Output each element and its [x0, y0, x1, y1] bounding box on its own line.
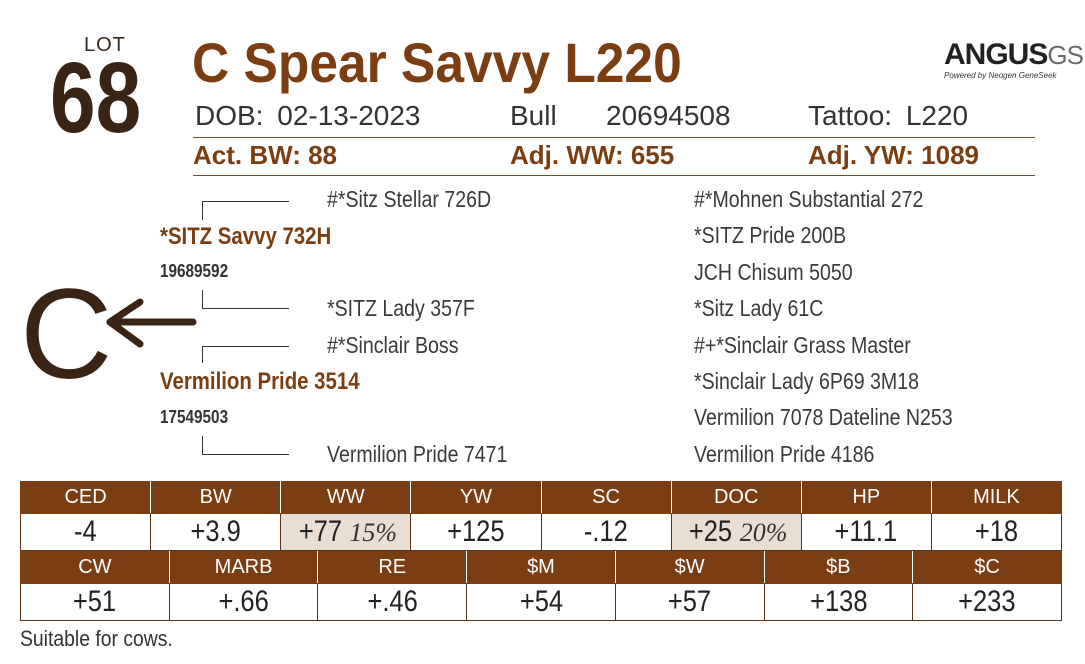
epd-header-milk: MILK: [930, 481, 1063, 514]
adj-ww-label: Adj. WW:: [510, 140, 624, 170]
sire-sire: #*Sitz Stellar 726D: [327, 186, 492, 212]
registration-number: 20694508: [606, 100, 731, 131]
epd-header-b: $B: [763, 551, 914, 584]
lot-number: 68: [50, 42, 142, 154]
sire-sire-dam: *SITZ Pride 200B: [694, 222, 847, 248]
epd-header-c: $C: [912, 551, 1062, 584]
doc-percentile: 20%: [739, 518, 788, 547]
handwritten-c-arrow: C: [20, 270, 197, 390]
epd-value-yw: +125: [410, 513, 542, 551]
sire-dam: *SITZ Lady 357F: [327, 295, 475, 321]
dam-dam-sire: Vermilion 7078 Dateline N253: [694, 404, 953, 430]
pedigree-line-sire-bottom: [202, 290, 289, 309]
epd-header-marb: MARB: [168, 551, 319, 584]
pedigree-line-sire-top: [202, 201, 289, 220]
divider-top: [193, 137, 1035, 138]
epd-value-milk: +18: [930, 513, 1063, 551]
act-bw-value: 88: [308, 140, 338, 170]
dob-value: 02-13-2023: [277, 100, 421, 131]
adj-yw-value: 1089: [921, 140, 980, 170]
tattoo-label: Tattoo:: [808, 100, 893, 131]
dam-sire-sire: #+*Sinclair Grass Master: [694, 332, 911, 358]
epd-value-cw: +51: [20, 583, 170, 621]
dob-group: DOB: 02-13-2023: [195, 100, 420, 132]
sire-registration: 19689592: [160, 261, 229, 281]
epd-header-bw: BW: [150, 481, 282, 514]
handwritten-marker: C: [20, 270, 112, 390]
angus-gs-logo: ANGUSGS Powered by Neogen GeneSeek: [944, 38, 1084, 81]
dam-sire: #*Sinclair Boss: [327, 332, 459, 358]
epd-header-hp: HP: [800, 481, 932, 514]
epd-header-w: $W: [614, 551, 765, 584]
dam-sire-dam: *Sinclair Lady 6P69 3M18: [694, 368, 919, 394]
sire-name: *SITZ Savvy 732H: [160, 223, 332, 250]
epd-value-c: +233: [912, 583, 1062, 621]
dam-dam: Vermilion Pride 7471: [327, 441, 508, 467]
epd-value-row-2: +51 +.66 +.46 +54 +57 +138 +233: [20, 583, 1062, 621]
epd-value-doc: +25 20%: [670, 513, 802, 551]
epd-value-m: +54: [466, 583, 616, 621]
arrow-head-icon: [106, 298, 144, 348]
adj-ww-value: 655: [630, 140, 675, 170]
divider-bottom: [193, 175, 1035, 176]
epd-value-sc: -.12: [540, 513, 672, 551]
sex-value: Bull: [510, 100, 557, 131]
epd-value-bw: +3.9: [150, 513, 282, 551]
epd-value-ww: +77 15%: [280, 513, 412, 551]
epd-value-marb: +.66: [168, 583, 319, 621]
epd-header-row-1: CED BW WW YW SC DOC HP MILK: [19, 481, 1063, 514]
dam-registration: 17549503: [160, 407, 229, 427]
adj-ww: Adj. WW: 655: [510, 140, 674, 171]
epd-header-m: $M: [466, 551, 616, 584]
pedigree-line-dam-top: [202, 346, 289, 363]
epd-header-ced: CED: [19, 481, 152, 514]
epd-value-row-1: -4 +3.9 +77 15% +125 -.12 +25 20% +11.1 +1…: [19, 513, 1063, 551]
sire-sire-sire: #*Mohnen Substantial 272: [694, 186, 924, 212]
epd-value-hp: +11.1: [800, 513, 932, 551]
animal-name: C Spear Savvy L220: [192, 31, 682, 94]
footnote: Suitable for cows.: [20, 626, 173, 651]
ww-percentile: 15%: [349, 518, 398, 547]
epd-header-row-2: CW MARB RE $M $W $B $C: [20, 551, 1062, 584]
epd-header-sc: SC: [540, 481, 672, 514]
dob-label: DOB:: [195, 100, 264, 131]
epd-header-cw: CW: [20, 551, 170, 584]
epd-value-ced: -4: [19, 513, 152, 551]
tattoo-value: L220: [905, 100, 969, 131]
logo-suffix: GS: [1047, 40, 1084, 70]
adj-yw-label: Adj. YW:: [808, 140, 914, 170]
epd-header-doc: DOC: [670, 481, 802, 514]
epd-header-re: RE: [317, 551, 468, 584]
epd-value-re: +.46: [317, 583, 468, 621]
act-bw: Act. BW: 88: [193, 140, 337, 171]
logo-main: ANGUS: [944, 38, 1048, 71]
tattoo-group: Tattoo: L220: [808, 100, 968, 132]
adj-yw: Adj. YW: 1089: [808, 140, 979, 171]
epd-value-w: +57: [614, 583, 765, 621]
sire-dam-dam: *Sitz Lady 61C: [694, 295, 824, 321]
epd-table-2: CW MARB RE $M $W $B $C +51 +.66 +.46 +54…: [20, 551, 1062, 621]
epd-value-b: +138: [763, 583, 914, 621]
epd-header-ww: WW: [280, 481, 412, 514]
pedigree-line-dam-bottom: [202, 436, 289, 455]
dam-name: Vermilion Pride 3514: [160, 368, 360, 395]
sire-dam-sire: JCH Chisum 5050: [694, 259, 853, 285]
act-bw-label: Act. BW:: [193, 140, 301, 170]
dam-dam-dam: Vermilion Pride 4186: [694, 441, 875, 467]
epd-table-1: CED BW WW YW SC DOC HP MILK -4 +3.9 +77 1…: [19, 481, 1063, 551]
logo-subtitle: Powered by Neogen GeneSeek: [944, 71, 1057, 80]
lot-label: LOT: [84, 34, 126, 56]
epd-header-yw: YW: [410, 481, 542, 514]
